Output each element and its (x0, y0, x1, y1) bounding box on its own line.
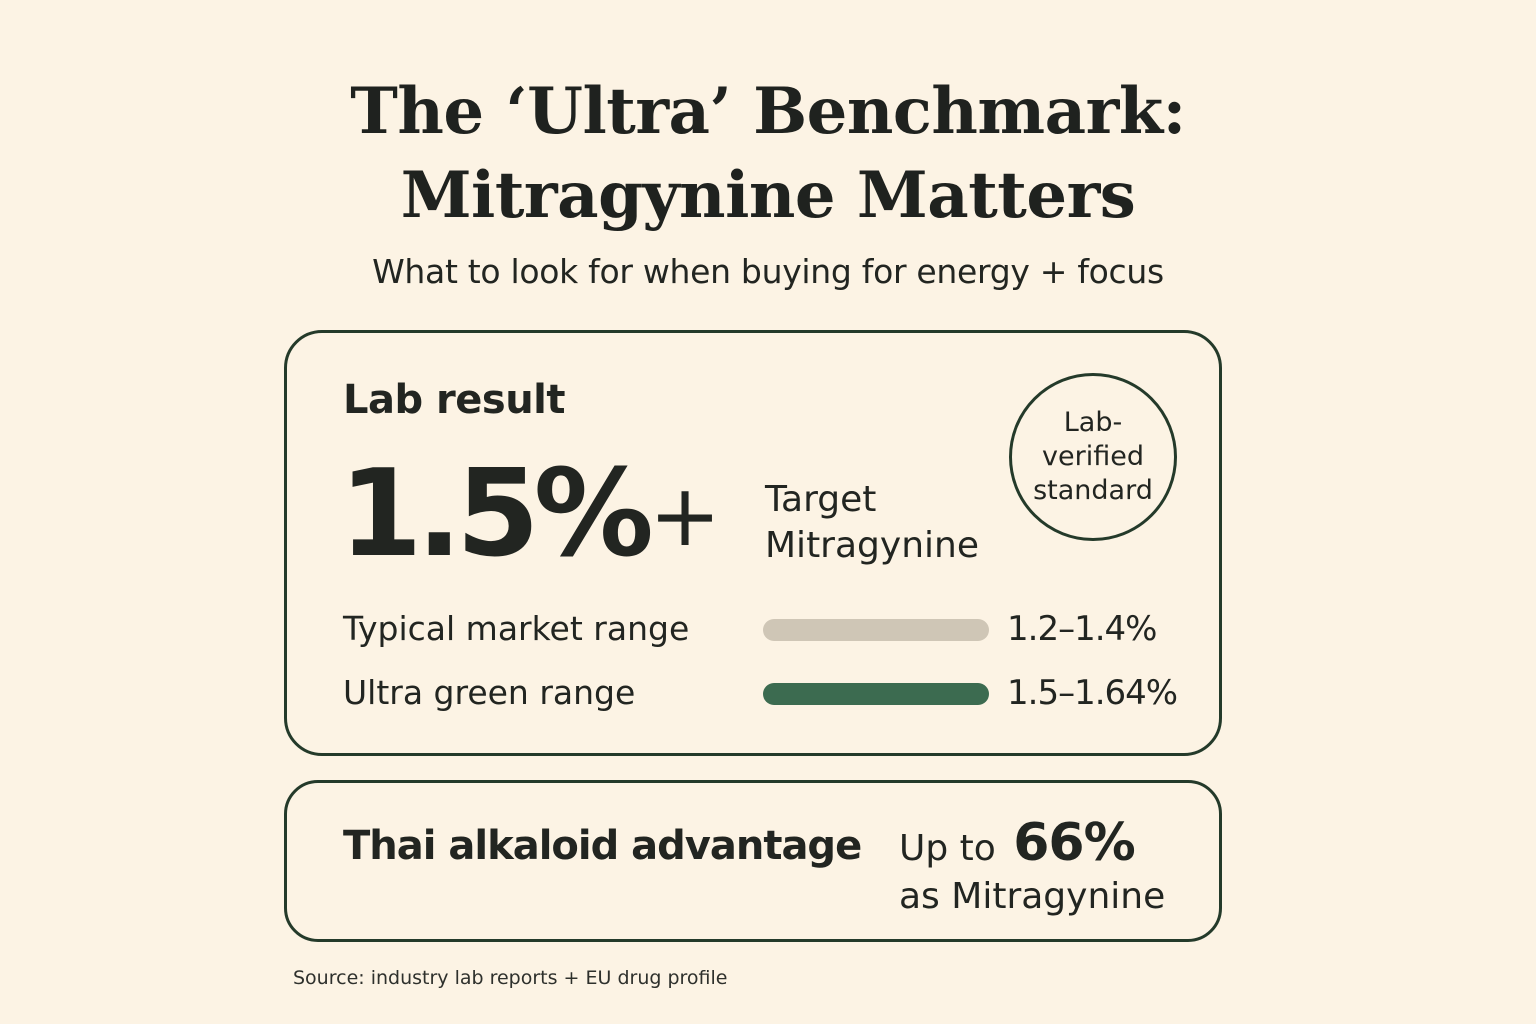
thai-percent: 66% (1013, 813, 1135, 873)
ultra-green-range-row: Ultra green range 1.5–1.64% (343, 671, 1203, 715)
title-line-1: The ‘Ultra’ Benchmark: (350, 74, 1186, 149)
range-label: Ultra green range (343, 673, 636, 712)
lab-result-plus: + (649, 466, 722, 566)
page-subtitle: What to look for when buying for energy … (372, 252, 1164, 291)
lab-result-label: Lab result (343, 377, 566, 423)
typical-range-bar (763, 619, 989, 641)
thai-prefix: Up to (899, 828, 996, 869)
range-value: 1.5–1.64% (1007, 673, 1178, 713)
target-line-2: Mitragynine (765, 525, 979, 566)
lab-verified-badge: Lab- verified standard (1009, 373, 1177, 541)
target-line-1: Target (765, 479, 877, 520)
badge-line-3: standard (1033, 475, 1153, 506)
thai-alkaloid-label: Thai alkaloid advantage (343, 823, 862, 869)
target-mitragynine-label: Target Mitragynine (765, 477, 1025, 569)
ultra-range-bar (763, 683, 989, 705)
thai-alkaloid-value: Up to 66% as Mitragynine (899, 815, 1165, 917)
lab-result-card: Lab result 1.5% + Target Mitragynine Lab… (284, 330, 1222, 756)
page-title: The ‘Ultra’ Benchmark: Mitragynine Matte… (0, 70, 1536, 238)
source-note: Source: industry lab reports + EU drug p… (293, 967, 728, 989)
badge-line-1: Lab- (1063, 407, 1123, 438)
thai-alkaloid-card: Thai alkaloid advantage Up to 66% as Mit… (284, 780, 1222, 942)
range-value: 1.2–1.4% (1007, 609, 1157, 649)
range-label: Typical market range (343, 609, 690, 648)
thai-suffix: as Mitragynine (899, 876, 1166, 917)
lab-result-value: 1.5% (339, 445, 654, 584)
typical-market-range-row: Typical market range 1.2–1.4% (343, 607, 1203, 651)
badge-line-2: verified (1042, 441, 1144, 472)
title-line-2: Mitragynine Matters (400, 158, 1136, 233)
